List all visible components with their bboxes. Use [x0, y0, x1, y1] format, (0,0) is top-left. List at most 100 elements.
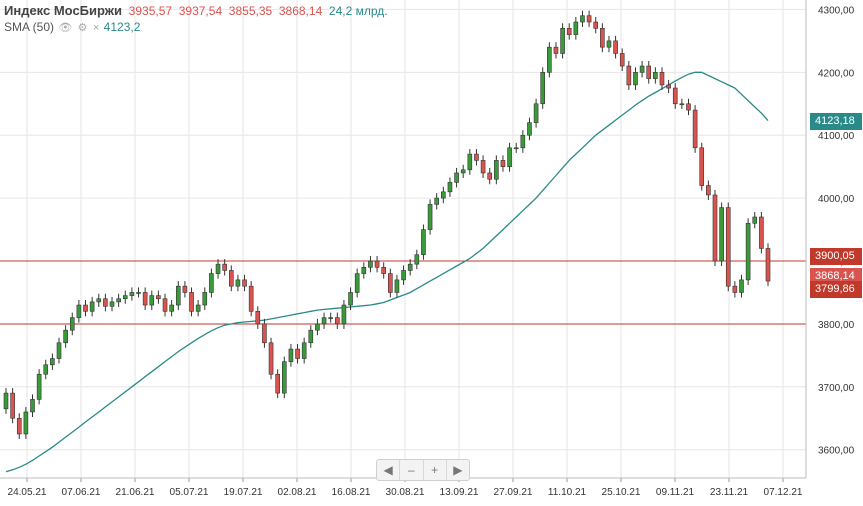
x-tick-label: 27.09.21: [494, 487, 533, 498]
candle-body: [142, 292, 148, 306]
candle-body: [116, 298, 121, 303]
candle-body: [262, 323, 267, 344]
candle-body: [76, 304, 82, 318]
sma-line: [5, 71, 769, 473]
candle-body: [646, 65, 652, 79]
candle-body: [487, 172, 493, 180]
candle-body: [427, 204, 433, 230]
candle-body: [122, 295, 128, 300]
candle-body: [368, 260, 373, 268]
upper-level-tag: 3900,05: [810, 248, 862, 265]
candle-body: [189, 292, 194, 312]
candle-body: [407, 263, 413, 271]
x-tick-label: 09.11.21: [656, 487, 695, 498]
candle-body: [706, 185, 711, 196]
candle-body: [712, 194, 718, 262]
y-tick-label: 3800,00: [818, 320, 855, 331]
candle-body: [162, 298, 168, 312]
gear-icon[interactable]: ⚙: [77, 22, 88, 34]
scroll-right-button[interactable]: ▶: [453, 463, 463, 477]
volume-value: 24,2 млрд.: [328, 4, 388, 18]
x-tick-label: 02.08.21: [278, 487, 317, 498]
candle-body: [341, 304, 347, 325]
lower-level-tag: 3799,86: [810, 281, 862, 298]
x-tick-label: 05.07.21: [170, 487, 209, 498]
candle-body: [301, 342, 307, 359]
candle-body: [633, 72, 638, 86]
candle-body: [50, 358, 55, 366]
candle-body: [394, 279, 400, 293]
candle-body: [295, 348, 300, 359]
candle-body: [560, 28, 565, 54]
candle-body: [222, 263, 227, 271]
open-value: 3935,57: [128, 4, 173, 18]
candle-body: [129, 292, 135, 296]
x-tick-label: 07.06.21: [62, 487, 101, 498]
candle-body: [739, 279, 744, 293]
candle-body: [43, 364, 49, 375]
candle-body: [527, 122, 532, 136]
candle-body: [255, 311, 261, 325]
candle-body: [361, 267, 367, 274]
x-tick-label: 07.12.21: [764, 487, 803, 498]
candle-body: [56, 342, 62, 359]
candle-body: [83, 304, 88, 312]
x-tick-label: 11.10.21: [548, 487, 587, 498]
candle-body: [202, 292, 208, 306]
low-value: 3855,35: [228, 4, 273, 18]
candle-body: [215, 263, 221, 274]
candle-body: [573, 21, 579, 35]
candle-body: [540, 72, 546, 105]
x-tick-label: 25.10.21: [602, 487, 641, 498]
chart-legend: Индекс МосБиржи 3935,57 3937,54 3855,35 …: [4, 3, 388, 36]
candle-body: [328, 317, 333, 319]
candle-body: [103, 298, 108, 307]
sma-price-tag: 4123,18: [810, 113, 862, 130]
chart-navigation: ◀ – + ▶: [376, 459, 470, 481]
candle-body: [759, 216, 764, 249]
close-icon[interactable]: ×: [92, 22, 100, 34]
candle-body: [586, 15, 592, 23]
candle-body: [109, 301, 115, 307]
candle-body: [580, 15, 585, 23]
candle-body: [388, 273, 393, 293]
candle-body: [533, 103, 539, 123]
candle-body: [745, 222, 751, 281]
candle-body: [3, 392, 9, 410]
candle-body: [719, 207, 724, 262]
eye-icon[interactable]: 👁: [58, 22, 73, 34]
candle-body: [335, 317, 340, 325]
candle-body: [156, 295, 161, 300]
candle-body: [520, 134, 526, 149]
candle-body: [692, 109, 698, 149]
close-value: 3868,14: [278, 4, 323, 18]
candle-body: [666, 84, 671, 89]
candle-body: [547, 46, 552, 73]
candle-body: [374, 260, 380, 268]
candle-body: [63, 329, 68, 344]
candle-body: [447, 182, 453, 193]
scroll-left-button[interactable]: ◀: [377, 460, 401, 480]
y-tick-label: 4300,00: [818, 5, 855, 16]
candle-body: [149, 295, 155, 306]
candle-body: [414, 254, 420, 265]
candle-body: [613, 40, 618, 54]
candle-body: [195, 304, 201, 312]
candle-body: [672, 87, 678, 105]
x-tick-label: 23.11.21: [710, 487, 749, 498]
candle-body: [639, 65, 645, 73]
candle-body: [513, 147, 519, 150]
candle-body: [96, 298, 102, 303]
candle-body: [136, 292, 141, 294]
candle-body: [315, 323, 320, 331]
x-tick-label: 30.08.21: [386, 487, 425, 498]
candle-body: [182, 285, 188, 293]
candle-body: [235, 279, 241, 287]
candle-body: [460, 169, 466, 174]
zoom-out-button[interactable]: –: [400, 460, 424, 480]
y-tick-label: 4000,00: [818, 194, 855, 205]
zoom-in-button[interactable]: +: [424, 460, 447, 480]
high-value: 3937,54: [178, 4, 223, 18]
